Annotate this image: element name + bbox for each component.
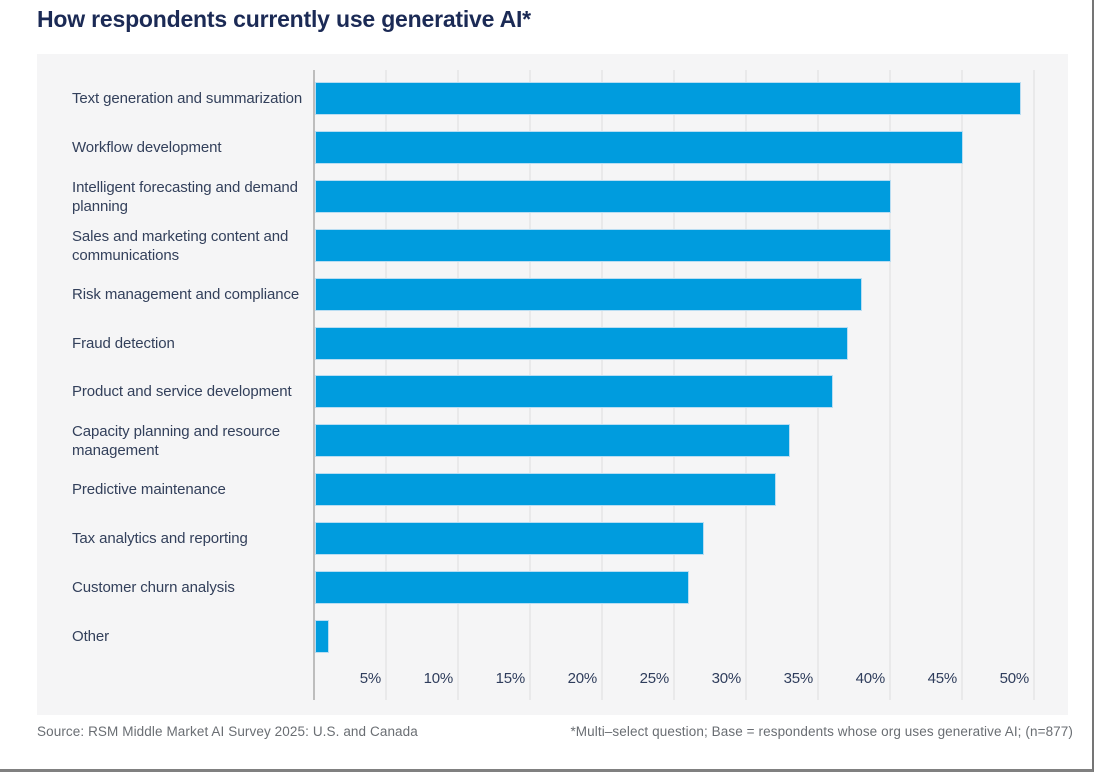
category-label: Tax analytics and reporting [72, 530, 248, 547]
bar [315, 82, 1021, 115]
category-label: Sales and marketing content and communic… [72, 227, 289, 264]
category-label: Predictive maintenance [72, 481, 226, 498]
x-tick-label: 45% [927, 670, 958, 687]
bar [315, 327, 848, 360]
x-tick-label: 20% [567, 670, 598, 687]
x-tick-label: 5% [359, 670, 381, 687]
bar [315, 473, 776, 506]
bar [315, 375, 833, 408]
chart-panel: 5% 10% 15% 20% 25% 30% 35% 40% 45% 50% Text genera… [37, 54, 1068, 715]
bar [315, 180, 891, 213]
plot-area: 5% 10% 15% 20% 25% 30% 35% 40% 45% 50% Text genera… [37, 54, 1068, 715]
bar [315, 229, 891, 262]
x-tick-label: 40% [855, 670, 886, 687]
methodology-note: *Multi–select question; Base = responden… [570, 724, 1073, 739]
category-label: Other [72, 628, 110, 645]
bar [315, 424, 790, 457]
x-tick-label: 10% [423, 670, 454, 687]
category-label: Text generation and summarization [72, 90, 303, 107]
gridline [1033, 70, 1035, 700]
bar [315, 522, 704, 555]
bar [315, 278, 862, 311]
gridline [889, 70, 891, 700]
category-label: Risk management and compliance [72, 286, 300, 303]
source-note: Source: RSM Middle Market AI Survey 2025… [37, 724, 418, 739]
category-label: Customer churn analysis [72, 579, 235, 596]
x-tick-label: 50% [999, 670, 1030, 687]
bar [315, 131, 963, 164]
category-label: Fraud detection [72, 335, 175, 352]
x-tick-label: 15% [495, 670, 526, 687]
x-tick-label: 30% [711, 670, 742, 687]
category-label: Product and service development [72, 383, 292, 400]
x-tick-label: 35% [783, 670, 814, 687]
chart-title: How respondents currently use generative… [37, 6, 531, 32]
category-label: Workflow development [72, 139, 222, 156]
category-label: Capacity planning and resource managemen… [72, 422, 280, 459]
gridline [961, 70, 963, 700]
category-label: Intelligent forecasting and demand plann… [72, 178, 298, 215]
bar [315, 571, 689, 604]
x-tick-label: 25% [639, 670, 670, 687]
bar [315, 620, 329, 653]
y-axis-line [313, 70, 315, 700]
